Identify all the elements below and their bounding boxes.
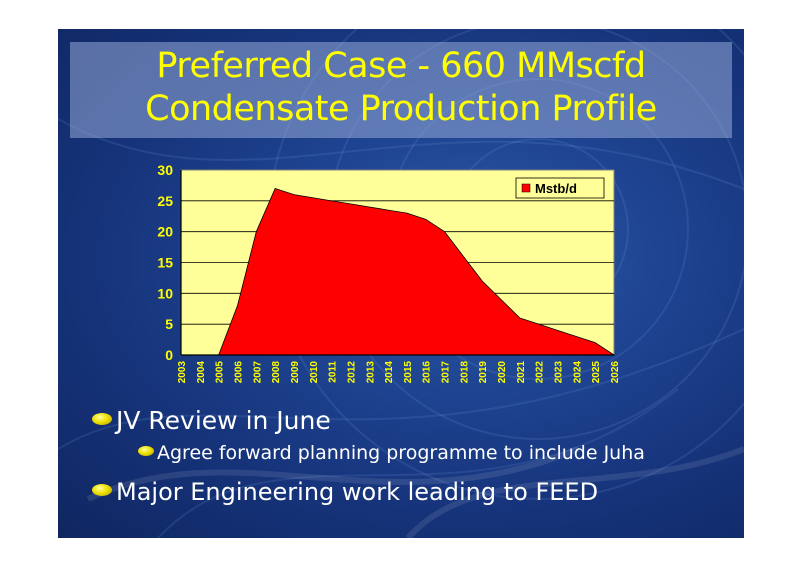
- data-point: [293, 193, 295, 195]
- data-point: [462, 255, 464, 257]
- x-tick-label: 2008: [271, 361, 282, 384]
- bullet-text: Agree forward planning programme to incl…: [157, 442, 645, 464]
- bullet-pill-icon: [138, 445, 154, 456]
- x-tick-label: 2014: [384, 361, 395, 384]
- legend-swatch: [521, 183, 531, 193]
- legend-box: [515, 177, 605, 199]
- data-point: [443, 230, 445, 232]
- x-tick-label: 2010: [309, 361, 320, 384]
- data-point: [594, 341, 596, 343]
- series-area-0: [181, 188, 616, 356]
- data-point: [519, 317, 521, 319]
- x-tick-label: 2026: [610, 361, 621, 384]
- data-point: [500, 298, 502, 300]
- x-tick-label: 2021: [516, 361, 527, 384]
- x-tick-label: 2017: [441, 361, 452, 384]
- data-point: [255, 230, 257, 232]
- bullet-engineering-work: Major Engineering work leading to FEED: [92, 478, 598, 506]
- data-point: [425, 218, 427, 220]
- slide: Preferred Case - 660 MMscfd Condensate P…: [58, 29, 744, 538]
- bullet-pill-icon: [92, 413, 112, 425]
- bullet-text: Major Engineering work leading to FEED: [116, 478, 599, 506]
- data-point: [349, 203, 351, 205]
- data-point: [312, 197, 314, 199]
- x-tick-label: 2019: [478, 361, 489, 384]
- data-point: [236, 304, 238, 306]
- y-tick-label: 15: [157, 255, 173, 271]
- x-tick-label: 2022: [535, 361, 546, 384]
- bullet-jv-review: JV Review in June: [92, 406, 331, 435]
- data-point: [330, 200, 332, 202]
- y-tick-label: 0: [165, 347, 173, 363]
- data-point: [368, 206, 370, 208]
- x-tick-label: 2018: [459, 361, 470, 384]
- bullet-text: JV Review in June: [116, 406, 331, 435]
- legend-label: Mstb/d: [535, 181, 577, 196]
- bullet-forward-planning: Agree forward planning programme to incl…: [138, 442, 645, 464]
- y-tick-label: 20: [157, 224, 173, 240]
- x-tick-label: 2025: [591, 361, 602, 384]
- x-tick-label: 2020: [497, 361, 508, 384]
- slide-title-line-1: Preferred Case - 660 MMscfd: [156, 46, 646, 86]
- data-point: [556, 329, 558, 331]
- x-tick-label: 2023: [554, 361, 565, 384]
- data-point: [406, 212, 408, 214]
- x-tick-label: 2009: [290, 361, 301, 384]
- x-tick-label: 2011: [328, 361, 339, 383]
- x-tick-label: 2006: [233, 361, 244, 384]
- x-tick-label: 2004: [196, 361, 207, 384]
- x-tick-label: 2013: [365, 361, 376, 384]
- slide-title-line-2: Condensate Production Profile: [145, 89, 657, 129]
- x-tick-label: 2016: [422, 361, 433, 384]
- title-band: [70, 42, 732, 138]
- y-tick-label: 10: [157, 285, 173, 301]
- bullet-pill-icon: [92, 484, 112, 496]
- data-point: [537, 323, 539, 325]
- x-tick-label: 2005: [215, 361, 226, 384]
- y-tick-label: 5: [165, 316, 173, 332]
- data-point: [387, 209, 389, 211]
- data-point: [575, 335, 577, 337]
- data-point: [481, 280, 483, 282]
- y-tick-label: 25: [157, 193, 173, 209]
- x-tick-label: 2024: [572, 361, 583, 384]
- x-tick-label: 2007: [252, 361, 263, 384]
- x-tick-label: 2015: [403, 361, 414, 384]
- y-tick-label: 30: [157, 162, 173, 178]
- x-tick-label: 2012: [346, 361, 357, 384]
- data-point: [274, 187, 276, 189]
- x-tick-label: 2003: [177, 361, 188, 384]
